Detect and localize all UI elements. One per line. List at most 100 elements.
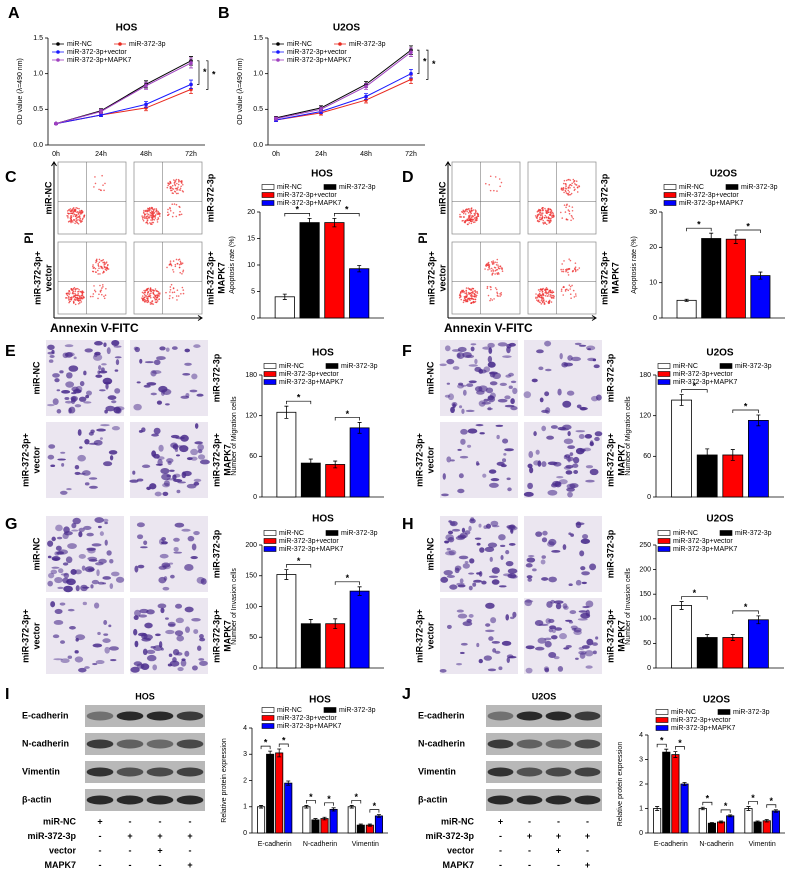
stained-cell: [476, 462, 480, 466]
axis-label-pi: PI: [22, 232, 36, 243]
flow-event: [472, 221, 475, 224]
stained-cell: [464, 530, 471, 535]
flow-event: [470, 289, 472, 292]
stained-cell: [535, 449, 540, 455]
image-label: miR-NC: [31, 361, 41, 394]
significance-bracket: [278, 743, 289, 747]
flow-event: [144, 213, 147, 216]
flow-event: [471, 220, 474, 222]
stained-cell: [94, 517, 104, 523]
flow-event: [538, 220, 541, 223]
treatment-sign: +: [97, 816, 102, 826]
flow-event: [76, 287, 79, 290]
treatment-sign: -: [159, 816, 162, 826]
stained-cell: [157, 456, 165, 460]
flow-event: [540, 299, 543, 302]
flow-event: [182, 269, 185, 272]
flow-event: [157, 210, 159, 213]
blot-strip: [85, 761, 205, 783]
stained-cell: [458, 473, 464, 479]
flow-event: [468, 293, 470, 295]
flow-event: [560, 187, 563, 189]
flow-event: [167, 182, 169, 184]
stained-cell: [172, 657, 177, 663]
flow-event: [538, 218, 541, 221]
stained-cell: [509, 574, 518, 579]
flow-event: [175, 295, 178, 297]
flow-event: [75, 294, 77, 297]
stained-cell: [103, 461, 113, 467]
stained-cell: [459, 455, 469, 459]
flow-event: [536, 296, 539, 299]
flow-event: [74, 296, 77, 299]
flow-event: [72, 212, 74, 215]
flow-event: [474, 291, 477, 293]
stained-cell: [580, 612, 591, 619]
stained-cell: [589, 468, 599, 476]
flow-event: [473, 293, 476, 296]
stained-cell: [524, 599, 533, 607]
stained-cell: [440, 576, 449, 583]
flow-event: [490, 261, 493, 263]
legend-label: miR-372-3p+MAPK7: [277, 723, 341, 730]
y-tick-label: 0.5: [253, 106, 263, 113]
legend-label: miR-372-3p: [339, 184, 376, 191]
stained-cell: [191, 373, 198, 380]
stained-cell: [510, 406, 518, 411]
significance-bracket: [766, 804, 777, 808]
blot-strip: [85, 705, 205, 727]
flow-event: [565, 206, 567, 209]
legend-swatch: [261, 192, 275, 198]
flow-event: [94, 182, 97, 185]
flow-event: [541, 291, 544, 293]
treatment-sign: +: [157, 845, 162, 855]
stained-cell: [564, 454, 571, 458]
stained-cell: [168, 653, 173, 658]
stained-cell: [571, 356, 581, 362]
flow-event: [538, 295, 540, 298]
flow-event: [92, 267, 95, 270]
image-label: vector: [43, 264, 53, 292]
stained-cell: [184, 606, 194, 613]
stained-cell: [63, 585, 73, 593]
flow-event: [74, 215, 77, 218]
stained-cell: [199, 637, 206, 642]
stained-cell: [585, 665, 593, 669]
stained-cell: [47, 555, 52, 559]
stained-cell: [585, 479, 595, 483]
flow-event: [76, 294, 78, 297]
flow-event: [76, 299, 78, 301]
protein-band: [487, 739, 514, 749]
y-tick-label: 0.0: [253, 142, 263, 149]
stained-cell: [54, 608, 63, 615]
error-bar: [728, 814, 733, 818]
flow-event: [169, 209, 172, 212]
stained-cell: [153, 359, 161, 366]
legend-swatch: [719, 363, 733, 369]
flow-event: [92, 293, 95, 295]
stained-cell: [86, 547, 96, 551]
flow-event: [79, 213, 82, 215]
legend-swatch: [261, 707, 275, 713]
flow-event: [574, 266, 577, 268]
flow-event: [180, 182, 183, 184]
stained-cell: [167, 621, 176, 628]
flow-event: [172, 271, 175, 273]
image-label: MAPK7: [222, 620, 232, 652]
stained-cell: [67, 608, 75, 612]
error-bar: [758, 271, 763, 280]
stained-cell: [90, 584, 94, 589]
stained-cell: [489, 381, 498, 386]
flow-event: [177, 186, 179, 188]
stained-cell: [512, 611, 517, 618]
image-label: miR-372-3p: [599, 173, 609, 222]
bar: [671, 754, 680, 834]
stained-cell: [197, 443, 205, 451]
flow-event: [550, 212, 552, 215]
flow-event: [142, 299, 145, 302]
flow-event: [145, 301, 147, 303]
flow-event: [72, 292, 75, 295]
stained-cell: [470, 346, 475, 352]
flow-event: [463, 215, 465, 218]
flow-event: [576, 191, 579, 193]
